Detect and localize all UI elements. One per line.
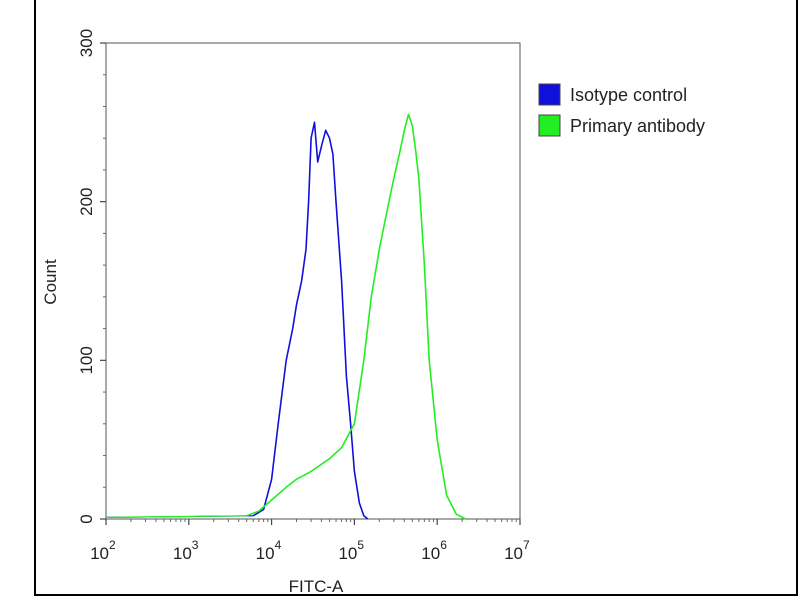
series-layer [105,113,466,520]
x-axis-label: FITC-A [289,577,344,596]
legend: Isotype control Primary antibody [538,83,705,137]
figure-frame [34,0,798,596]
y-tick-label: 0 [77,514,96,523]
plot-area [105,42,521,520]
y-axis: 0 100 200 300 [77,29,106,524]
legend-item: Isotype control [538,83,687,106]
legend-label: Primary antibody [570,116,705,136]
x-tick-label: 10 4 [256,538,282,563]
x-tick-exponent: 5 [357,538,364,552]
x-tick-base: 10 [338,544,357,563]
x-tick-base: 10 [90,544,109,563]
y-tick-label: 200 [77,187,96,215]
x-tick-exponent: 3 [192,538,199,552]
y-axis-label: Count [41,259,60,305]
y-tick-label: 100 [77,346,96,374]
legend-swatch [538,114,561,137]
x-tick-base: 10 [256,544,275,563]
series-baseline [105,515,247,518]
x-tick-label: 10 2 [90,538,116,563]
legend-item: Primary antibody [538,114,705,137]
x-tick-label: 10 7 [504,538,530,563]
x-tick-exponent: 4 [275,538,282,552]
legend-label: Isotype control [570,85,687,105]
x-tick-exponent: 6 [440,538,447,552]
x-tick-label: 10 5 [338,538,364,563]
legend-swatch [538,83,561,106]
x-tick-label: 10 3 [173,538,199,563]
series-line [246,113,466,520]
series-line [252,121,369,520]
x-axis: 10 2 10 3 10 4 10 5 10 6 10 7 [90,519,530,563]
x-tick-base: 10 [421,544,440,563]
x-tick-exponent: 2 [109,538,116,552]
y-tick-label: 300 [77,29,96,57]
x-tick-base: 10 [504,544,523,563]
plot-frame [105,42,521,520]
x-tick-exponent: 7 [523,538,530,552]
x-tick-label: 10 6 [421,538,447,563]
x-tick-base: 10 [173,544,192,563]
